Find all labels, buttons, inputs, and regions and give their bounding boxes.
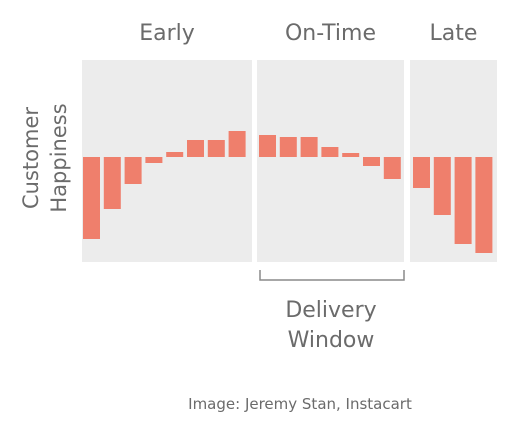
bar-late-3 — [454, 157, 472, 244]
bar-early-6 — [187, 140, 204, 157]
bar-late-1 — [413, 157, 430, 188]
delivery-window-label-line-1: Delivery — [285, 298, 376, 323]
y-axis-label-line-1: Customer — [19, 107, 43, 209]
delivery-window-label-line-2: Window — [288, 328, 375, 353]
bar-on-time-5 — [342, 153, 360, 157]
bar-late-4 — [475, 157, 493, 253]
segment-labels: Early On-Time Late — [139, 21, 477, 46]
bar-on-time-1 — [259, 135, 276, 157]
bar-early-1 — [83, 157, 100, 239]
image-caption: Image: Jeremy Stan, Instacart — [188, 395, 412, 413]
bar-on-time-2 — [279, 137, 297, 157]
segment-label-late: Late — [430, 21, 478, 46]
bar-on-time-7 — [383, 157, 401, 179]
bar-early-8 — [228, 131, 246, 157]
panel-on-time — [257, 60, 404, 262]
y-axis-label-line-2: Happiness — [47, 103, 71, 212]
bar-early-3 — [124, 157, 142, 184]
y-axis-label: Customer Happiness — [19, 103, 71, 212]
bar-late-2 — [433, 157, 451, 215]
delivery-window-bracket — [259, 270, 405, 281]
bar-on-time-6 — [363, 157, 380, 166]
bar-early-5 — [166, 152, 184, 157]
bar-on-time-3 — [300, 137, 318, 157]
segment-label-early: Early — [139, 21, 195, 46]
bar-early-2 — [103, 157, 121, 209]
bar-on-time-4 — [321, 147, 339, 157]
bars — [83, 131, 493, 253]
segment-label-on-time: On-Time — [285, 21, 376, 46]
bar-early-4 — [145, 157, 163, 163]
bar-early-7 — [207, 140, 225, 157]
